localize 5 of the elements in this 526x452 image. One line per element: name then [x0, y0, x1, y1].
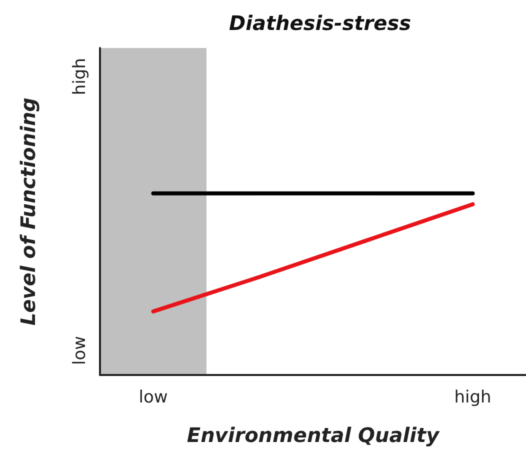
chart-title: Diathesis-stress: [229, 11, 412, 35]
text: high: [70, 58, 90, 96]
text: low: [70, 336, 90, 365]
y-axis-title: Level of Functioning: [16, 97, 40, 326]
x-axis-title: Environmental Quality: [186, 423, 440, 447]
